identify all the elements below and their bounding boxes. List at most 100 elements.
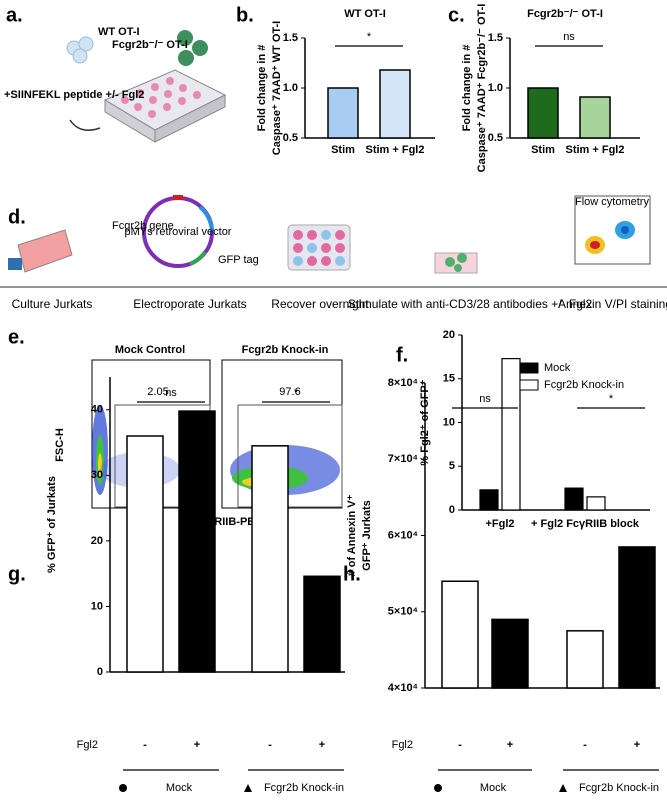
step-label: Culture Jurkats bbox=[12, 297, 93, 311]
row-label: Fgl2 bbox=[392, 739, 413, 751]
y-tick-label: 7×10⁴ bbox=[388, 453, 418, 465]
y-tick-label: 0 bbox=[97, 666, 103, 678]
panel-label: b. bbox=[236, 4, 254, 26]
plot-title: Mock Control bbox=[115, 344, 185, 356]
tag-label: GFP tag bbox=[218, 254, 259, 266]
y-axis-label: Caspase⁺ 7AAD⁺ Fcgr2b⁻/⁻ OT-I bbox=[476, 4, 488, 173]
gate-value: 97.6 bbox=[279, 386, 300, 398]
x-tick-label: + bbox=[194, 739, 200, 751]
panel-label: f. bbox=[396, 344, 408, 366]
y-tick-label: 30 bbox=[91, 469, 103, 481]
panel-label: d. bbox=[8, 206, 26, 228]
bar bbox=[251, 445, 289, 673]
row-label: Fgl2 bbox=[77, 739, 98, 751]
vector-label: pMYs retroviral vector bbox=[125, 226, 232, 238]
y-tick-label: 4×10⁴ bbox=[388, 682, 418, 694]
significance-label: * bbox=[609, 393, 614, 405]
legend-label: Mock bbox=[544, 362, 571, 374]
group-label: Mock bbox=[480, 782, 507, 794]
chart-title: WT OT-I bbox=[344, 8, 386, 20]
y-tick-label: 10 bbox=[91, 600, 103, 612]
plot-title: Fcgr2b Knock-in bbox=[242, 344, 329, 356]
significance-label: ns bbox=[479, 393, 491, 405]
y-tick-label: 5×10⁴ bbox=[388, 606, 418, 618]
y-tick-label: 10 bbox=[443, 416, 455, 428]
y-tick-label: 8×10⁴ bbox=[388, 377, 418, 389]
y-tick-label: 20 bbox=[443, 329, 455, 341]
bar bbox=[303, 575, 341, 673]
bar bbox=[579, 96, 611, 139]
y-axis-label: GFP⁺ Jurkats bbox=[361, 500, 373, 571]
x-tick-label: Stim + Fgl2 bbox=[366, 144, 425, 156]
panel-label: e. bbox=[8, 326, 25, 348]
y-tick-label: 0.5 bbox=[488, 132, 503, 144]
axis-label: FSC-H bbox=[54, 428, 66, 462]
bar bbox=[566, 630, 604, 689]
step-label: Recover overnight bbox=[271, 297, 369, 311]
step-label: Annexin V/PI staining bbox=[558, 297, 667, 311]
group-marker bbox=[559, 784, 567, 792]
group-marker bbox=[119, 784, 127, 792]
bar bbox=[441, 580, 479, 689]
chart-title: Fcgr2b⁻/⁻ OT-I bbox=[527, 8, 603, 20]
cell-label: WT OT-I bbox=[98, 26, 140, 38]
flow-label: Flow cytometry bbox=[575, 196, 649, 208]
significance-label: ns bbox=[563, 31, 575, 43]
y-tick-label: 0 bbox=[449, 504, 455, 516]
y-tick-label: 15 bbox=[443, 373, 455, 385]
panel-label: a. bbox=[6, 4, 23, 26]
panel-label: c. bbox=[448, 4, 465, 26]
gate-value: 2.05 bbox=[147, 386, 168, 398]
bar bbox=[586, 496, 606, 511]
y-tick-label: 1.0 bbox=[283, 82, 298, 94]
y-tick-label: 0.5 bbox=[283, 132, 298, 144]
panel-label: g. bbox=[8, 563, 26, 585]
x-tick-label: Stim bbox=[531, 144, 555, 156]
significance-label: * bbox=[367, 31, 372, 43]
x-tick-label: + bbox=[319, 739, 325, 751]
group-label: Mock bbox=[166, 782, 193, 794]
significance-label: ns bbox=[165, 387, 177, 399]
x-tick-label: - bbox=[583, 739, 587, 751]
y-axis-label: Fold change in # bbox=[256, 45, 268, 132]
x-tick-label: - bbox=[143, 739, 147, 751]
step-label: Electroporate Jurkats bbox=[133, 297, 246, 311]
legend-label: Fcgr2b Knock-in bbox=[544, 379, 624, 391]
bar bbox=[618, 546, 656, 689]
bar bbox=[527, 87, 559, 139]
legend-swatch bbox=[519, 379, 539, 391]
treatment-label: +SIINFEKL peptide +/- Fgl2 bbox=[4, 89, 144, 101]
y-axis-label: Caspase⁺ 7AAD⁺ WT OT-I bbox=[271, 21, 283, 155]
bar bbox=[491, 618, 529, 689]
cell-label: Fcgr2b⁻/⁻ OT-I bbox=[112, 39, 188, 51]
y-tick-label: 40 bbox=[91, 404, 103, 416]
panel-d-illustration bbox=[0, 195, 667, 288]
group-label: Fcgr2b Knock-in bbox=[264, 782, 344, 794]
x-tick-label: +Fgl2 bbox=[485, 518, 514, 530]
y-tick-label: 20 bbox=[91, 535, 103, 547]
x-tick-label: + Fgl2 FcγRIIB block bbox=[531, 518, 640, 530]
panel-label: h. bbox=[343, 563, 361, 585]
significance-label: * bbox=[294, 387, 299, 399]
y-tick-label: 6×10⁴ bbox=[388, 529, 418, 541]
x-tick-label: Stim bbox=[331, 144, 355, 156]
bar bbox=[564, 487, 584, 511]
y-axis-label: # of Annexin V⁺ bbox=[346, 494, 358, 576]
y-axis-label: % GFP⁺ of Jurkats bbox=[46, 476, 58, 573]
step-label: Stimulate with anti-CD3/28 antibodies +/… bbox=[348, 297, 593, 311]
panel-a-illustration bbox=[66, 30, 227, 143]
gene-label: Fcgr2b gene bbox=[112, 220, 174, 232]
bar bbox=[379, 69, 411, 139]
bar bbox=[479, 489, 499, 511]
bar bbox=[178, 410, 216, 673]
x-tick-label: - bbox=[458, 739, 462, 751]
bar bbox=[501, 358, 521, 511]
bar bbox=[126, 435, 164, 673]
y-tick-label: 5 bbox=[449, 460, 455, 472]
y-tick-label: 1.5 bbox=[283, 32, 298, 44]
bar bbox=[327, 87, 359, 139]
y-tick-label: 1.0 bbox=[488, 82, 503, 94]
y-tick-label: 1.5 bbox=[488, 32, 503, 44]
y-axis-label: Fold change in # bbox=[461, 45, 473, 132]
